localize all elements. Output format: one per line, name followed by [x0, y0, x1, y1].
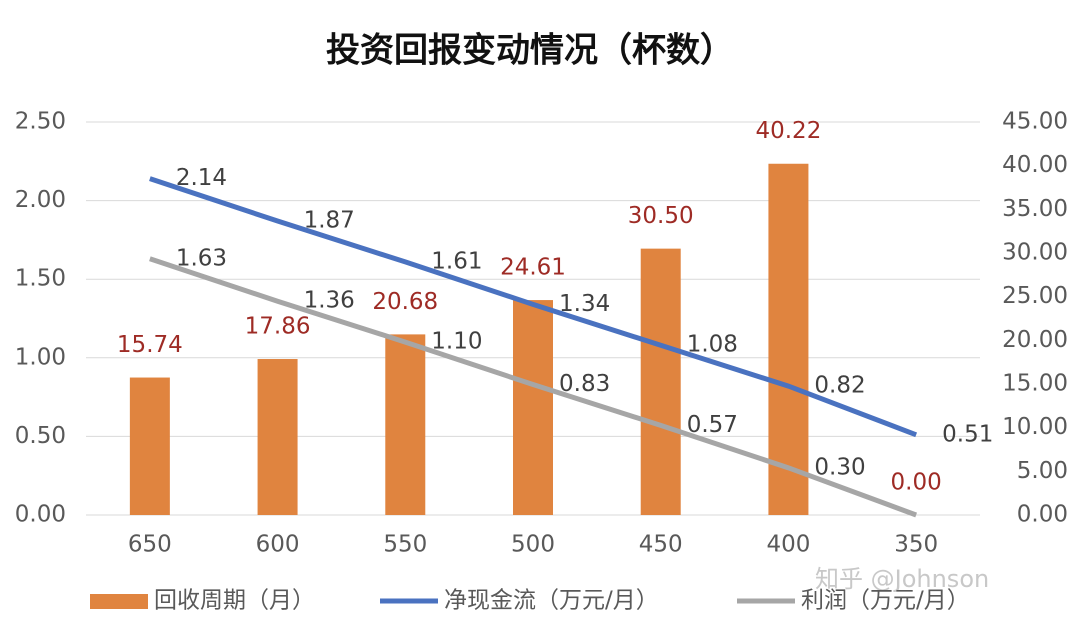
x-tick-label: 650 — [128, 532, 172, 558]
data-label: 2.14 — [176, 165, 227, 191]
data-label: 0.82 — [814, 373, 865, 399]
data-label: 1.61 — [431, 248, 482, 274]
legend-label: 回收周期（月） — [154, 588, 315, 614]
x-tick-label: 500 — [511, 532, 555, 558]
x-tick-label: 350 — [894, 532, 938, 558]
line — [149, 256, 918, 518]
line — [149, 176, 918, 438]
y2-tick-label: 45.00 — [1002, 109, 1068, 135]
x-tick-label: 550 — [383, 532, 427, 558]
data-label: 1.36 — [304, 288, 355, 314]
data-label: 1.63 — [176, 245, 227, 271]
data-label: 30.50 — [628, 203, 694, 229]
data-label: 15.74 — [117, 332, 183, 358]
bar — [385, 334, 426, 515]
y-tick-label: 2.00 — [15, 187, 66, 213]
y-tick-label: 1.00 — [15, 344, 66, 370]
x-tick-label: 400 — [766, 532, 810, 558]
y2-tick-label: 0.00 — [1017, 502, 1068, 528]
bar — [129, 377, 170, 515]
y-tick-label: 2.50 — [15, 109, 66, 135]
data-label: 1.34 — [559, 291, 610, 317]
watermark: 知乎 @Johnson — [815, 565, 989, 593]
legend-label: 利润（万元/月） — [801, 588, 970, 614]
x-tick-label: 450 — [639, 532, 683, 558]
data-label: 1.87 — [304, 208, 355, 234]
y2-tick-label: 10.00 — [1002, 414, 1068, 440]
legend-swatch — [90, 594, 148, 609]
data-label: 0.57 — [687, 412, 738, 438]
y-tick-label: 0.50 — [15, 423, 66, 449]
chart-title: 投资回报变动情况（杯数） — [326, 31, 734, 71]
y2-tick-label: 35.00 — [1002, 196, 1068, 222]
data-label: 24.61 — [500, 255, 566, 281]
legend-label: 净现金流（万元/月） — [444, 588, 659, 614]
y2-tick-label: 40.00 — [1002, 152, 1068, 178]
y2-tick-label: 5.00 — [1017, 458, 1068, 484]
y-tick-label: 0.00 — [15, 502, 66, 528]
y2-tick-label: 20.00 — [1002, 327, 1068, 353]
data-label: 1.08 — [687, 332, 738, 358]
data-label: 0.83 — [559, 371, 610, 397]
bar — [768, 163, 809, 515]
x-tick-label: 600 — [256, 532, 300, 558]
y-tick-label: 1.50 — [15, 266, 66, 292]
data-label: 0.51 — [942, 421, 993, 447]
data-label: 0.00 — [891, 470, 942, 496]
data-label: 1.10 — [431, 329, 482, 355]
bar — [513, 300, 553, 515]
bar — [640, 248, 681, 515]
y2-tick-label: 30.00 — [1002, 240, 1068, 266]
y2-tick-label: 25.00 — [1002, 283, 1068, 309]
y2-tick-label: 15.00 — [1002, 371, 1068, 397]
data-label: 20.68 — [372, 289, 438, 315]
data-label: 40.22 — [755, 118, 821, 144]
data-label: 17.86 — [245, 314, 311, 340]
data-label: 0.30 — [814, 454, 865, 480]
bar — [257, 359, 298, 515]
